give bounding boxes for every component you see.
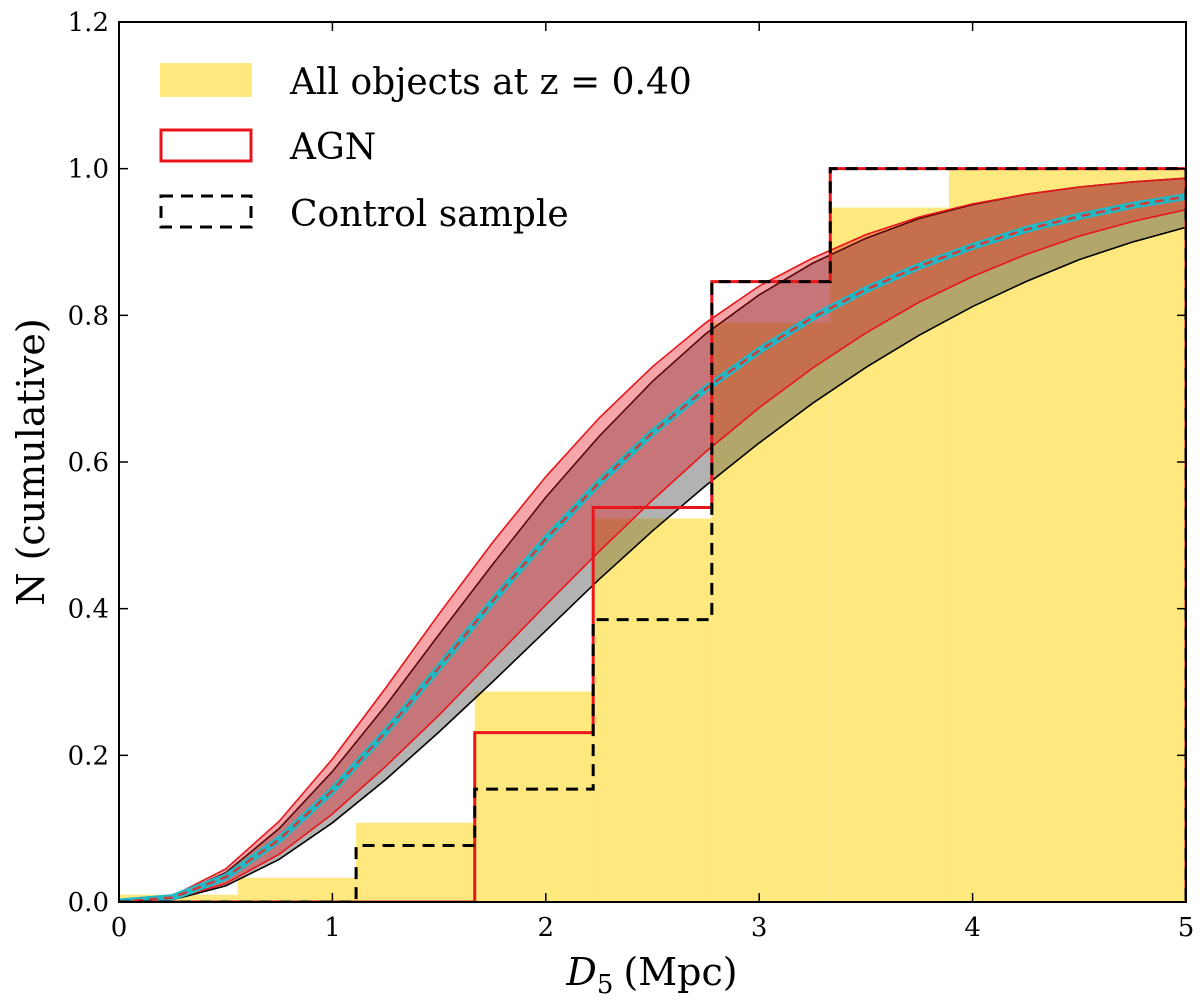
x-tick-label-4: 4 — [964, 913, 981, 943]
y-tick-label-4: 0.8 — [68, 301, 109, 331]
y-tick-label-6: 1.2 — [68, 8, 109, 38]
x-axis-title-unit: (Mpc) — [623, 950, 737, 994]
all-objects-bar-5 — [711, 322, 831, 902]
control-band-fill — [119, 178, 1186, 902]
plot-frame — [118, 21, 1187, 903]
agn-band-upper — [119, 177, 1186, 902]
agn-band-lower — [119, 208, 1186, 902]
control-step-line — [119, 167, 1186, 902]
y-tick-label-3: 0.6 — [68, 448, 109, 478]
y-axis-title: N (cumulative) — [9, 318, 53, 605]
legend-swatch-control — [159, 194, 253, 229]
x-axis-title-symbol: D — [565, 950, 596, 994]
model-curve-dashed — [119, 195, 1186, 902]
y-tick-label-5: 1.0 — [68, 155, 109, 185]
y-tick-label-2: 0.4 — [68, 595, 109, 625]
agn-band-fill — [119, 178, 1186, 902]
plot-marks — [119, 167, 1186, 902]
y-tick-label-1: 0.2 — [68, 741, 109, 771]
legend: All objects at z = 0.40 AGN Control samp… — [159, 62, 692, 235]
legend-label-agn: AGN — [289, 127, 376, 168]
control-band-lower — [119, 226, 1186, 902]
all-objects-bar-3 — [474, 691, 594, 902]
axes: 0 1 2 3 4 5 0.0 0.2 0.4 0.6 0.8 1.0 1.2 — [68, 8, 1195, 943]
legend-label-all-objects: All objects at z = 0.40 — [289, 62, 692, 103]
x-axis-title: D5 (Mpc) — [565, 950, 737, 1000]
all-objects-bar-7 — [948, 168, 1186, 902]
x-axis-title-subscript: 5 — [597, 970, 614, 1000]
y-tick-label-0: 0.0 — [68, 888, 109, 918]
x-tick-label-1: 1 — [324, 913, 341, 943]
legend-swatch-all-objects — [160, 63, 252, 97]
x-tick-label-0: 0 — [111, 913, 128, 943]
all-objects-bar-4 — [593, 518, 712, 902]
all-objects-bar-2 — [356, 822, 475, 902]
all-objects-bar-1 — [237, 877, 357, 902]
x-tick-label-5: 5 — [1178, 913, 1195, 943]
legend-swatch-agn — [159, 128, 253, 163]
x-tick-label-3: 3 — [751, 913, 768, 943]
x-tick-label-2: 2 — [538, 913, 555, 943]
all-objects-bar-6 — [830, 207, 949, 902]
legend-label-control: Control sample — [290, 194, 569, 235]
